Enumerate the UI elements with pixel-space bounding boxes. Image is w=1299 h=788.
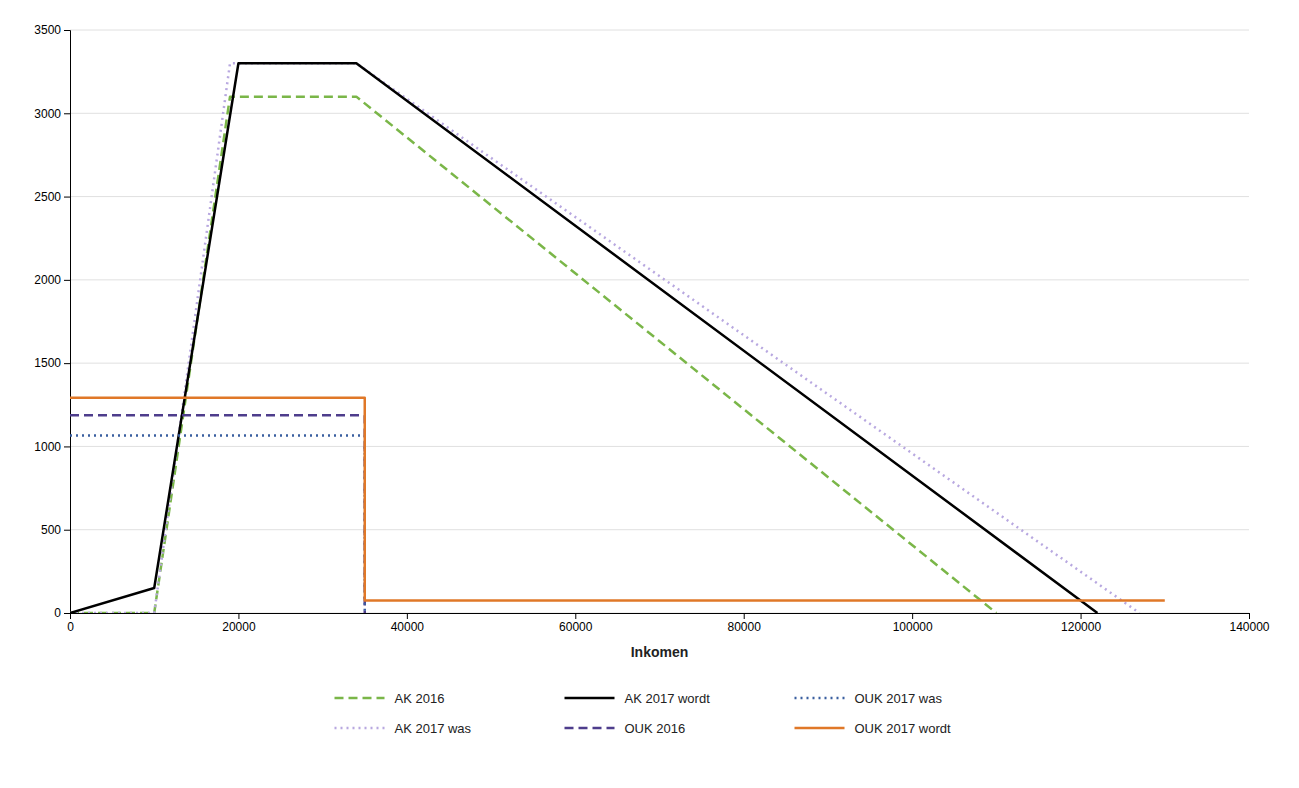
tick-mark (1081, 613, 1082, 619)
grid-line (70, 363, 1249, 364)
tick: 100000 (893, 613, 933, 634)
tick: 500 (41, 523, 70, 537)
tick: 140000 (1229, 613, 1269, 634)
tick-label: 80000 (728, 620, 762, 634)
tick-label: 1000 (34, 440, 61, 454)
tick: 2000 (34, 273, 70, 287)
grid-line (70, 196, 1249, 197)
tick-label: 500 (41, 523, 61, 537)
legend-swatch (795, 727, 845, 730)
plot: 0200004000060000800001000001200001400000… (34, 23, 1270, 633)
tick-label: 3000 (34, 107, 61, 121)
legend-swatch (565, 727, 615, 730)
tick-label: 140000 (1229, 620, 1269, 634)
legend-label: AK 2017 was (395, 721, 472, 736)
grid-line (70, 279, 1249, 280)
legend-swatch (565, 697, 615, 700)
chart: 0200004000060000800001000001200001400000… (0, 0, 1299, 788)
tick: 80000 (728, 613, 762, 634)
legend-label: OUK 2017 wordt (855, 721, 951, 736)
grid-line (70, 529, 1249, 530)
legend: AK 2016 AK 2017 was AK 2017 wordt OUK 2016 O… (335, 691, 951, 736)
legend-item: AK 2017 wordt (565, 691, 711, 706)
series-line (70, 415, 365, 613)
legend-label: AK 2016 (395, 691, 445, 706)
tick-label: 0 (67, 620, 74, 634)
tick-label: 40000 (391, 620, 425, 634)
tick-label: 2000 (34, 273, 61, 287)
tick: 60000 (559, 613, 593, 634)
legend-item: AK 2017 was (335, 721, 472, 736)
tick: 3500 (34, 23, 70, 37)
tick-mark (407, 613, 408, 619)
tick: 1000 (34, 440, 70, 454)
grid-line (70, 446, 1249, 447)
axis-line (71, 614, 1250, 620)
legend-item: OUK 2016 (565, 721, 686, 736)
tick-mark (238, 613, 239, 619)
tick-label: 3500 (34, 23, 61, 37)
tick: 20000 (222, 613, 256, 634)
x-axis: 0 20000 40000 60000 80000 100000 120000 140000 (67, 613, 1270, 634)
tick-mark (575, 613, 576, 619)
tick-label: 60000 (559, 620, 593, 634)
grid-line (70, 113, 1249, 114)
tick-mark (64, 280, 70, 281)
x-axis-title: Inkomen (631, 644, 689, 660)
series-line (70, 97, 996, 613)
tick-label: 0 (54, 606, 61, 620)
tick: 3000 (34, 107, 70, 121)
legend-swatch (335, 697, 385, 700)
tick: 40000 (391, 613, 425, 634)
legend-item: OUK 2017 was (795, 691, 943, 706)
tick-label: 100000 (893, 620, 933, 634)
series-line (70, 63, 1097, 613)
tick-mark (64, 363, 70, 364)
legend-label: OUK 2017 was (855, 691, 943, 706)
tick: 1500 (34, 356, 70, 370)
grid (70, 30, 1249, 613)
tick-mark (912, 613, 913, 619)
y-axis: 0 500 1000 1500 2000 2500 3000 3500 (34, 23, 70, 620)
grid-line (70, 30, 1249, 31)
tick-mark (64, 113, 70, 114)
tick-label: 20000 (222, 620, 256, 634)
tick-mark (744, 613, 745, 619)
tick: 2500 (34, 190, 70, 204)
tick-label: 2500 (34, 190, 61, 204)
legend-label: OUK 2016 (625, 721, 686, 736)
tick: 120000 (1061, 613, 1101, 634)
tick-mark (64, 530, 70, 531)
lines (70, 63, 1165, 613)
tick-mark (64, 30, 70, 31)
tick-mark (64, 613, 70, 614)
tick: 0 (67, 613, 74, 634)
tick-mark (64, 197, 70, 198)
tick-label: 1500 (34, 356, 61, 370)
legend-swatch (795, 697, 845, 700)
legend-item: OUK 2017 wordt (795, 721, 951, 736)
series-line (70, 63, 1140, 613)
legend-item: AK 2016 (335, 691, 445, 706)
axis-line (64, 31, 71, 614)
legend-label: AK 2017 wordt (625, 691, 711, 706)
tick-label: 120000 (1061, 620, 1101, 634)
tick: 0 (54, 606, 70, 620)
series-line (70, 436, 365, 613)
tick-mark (64, 446, 70, 447)
legend-swatch (335, 727, 385, 730)
series-line (70, 398, 1165, 601)
tick-mark (1249, 613, 1250, 619)
